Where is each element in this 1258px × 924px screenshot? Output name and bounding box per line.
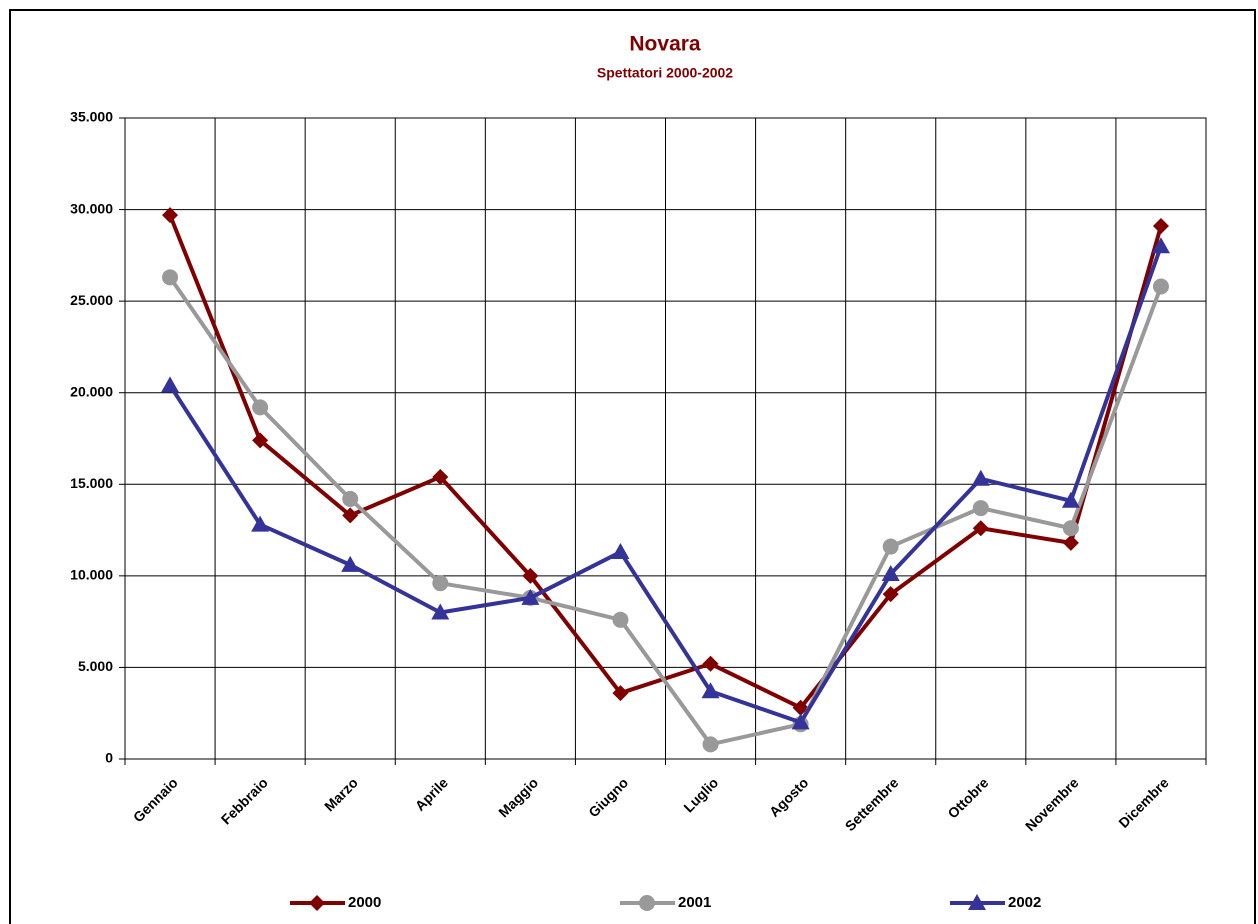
marker [1061, 491, 1080, 508]
marker [309, 895, 325, 911]
legend-label: 2001 [678, 894, 711, 911]
chart-frame [9, 9, 1256, 924]
chart-subtitle: Spettatori 2000-2002 [597, 65, 733, 81]
marker [792, 699, 809, 716]
marker [162, 207, 179, 224]
legend-label: 2000 [348, 894, 381, 911]
marker [972, 520, 989, 537]
marker [432, 575, 449, 592]
marker [882, 586, 899, 603]
y-tick-label: 25.000 [70, 292, 113, 308]
marker [1062, 520, 1079, 537]
marker [611, 543, 630, 560]
marker [1062, 534, 1079, 551]
y-tick-label: 30.000 [70, 200, 113, 216]
marker [1152, 278, 1169, 295]
marker [162, 269, 179, 286]
y-tick-label: 0 [105, 750, 113, 766]
y-tick-label: 15.000 [70, 475, 113, 491]
y-tick-label: 5.000 [78, 658, 113, 674]
series-line [168, 214, 1163, 710]
series [162, 207, 1169, 716]
marker [341, 555, 360, 572]
marker [639, 895, 655, 911]
y-tick-label: 10.000 [70, 567, 113, 583]
marker [971, 469, 990, 486]
marker [702, 655, 719, 672]
series [162, 269, 1169, 753]
marker [791, 713, 810, 730]
marker [251, 515, 270, 532]
marker [972, 500, 989, 517]
marker [1152, 218, 1169, 235]
marker [1151, 237, 1170, 254]
marker [521, 588, 540, 605]
series-line [168, 245, 1163, 725]
chart-title: Novara [629, 33, 701, 56]
marker [252, 432, 269, 449]
marker [522, 567, 539, 584]
marker [968, 894, 986, 910]
marker [431, 603, 450, 620]
legend-label: 2002 [1008, 894, 1041, 911]
marker [432, 468, 449, 485]
y-tick-label: 35.000 [70, 109, 113, 125]
marker [342, 490, 359, 507]
plot-border [124, 117, 1207, 760]
marker [252, 399, 269, 416]
marker [881, 565, 900, 582]
series-line [168, 276, 1163, 747]
series [161, 237, 1170, 730]
marker [161, 376, 180, 393]
y-tick-label: 20.000 [70, 383, 113, 399]
marker [342, 507, 359, 524]
marker [612, 685, 629, 702]
marker [612, 611, 629, 628]
marker [701, 682, 720, 699]
marker [702, 736, 719, 753]
marker [882, 538, 899, 555]
